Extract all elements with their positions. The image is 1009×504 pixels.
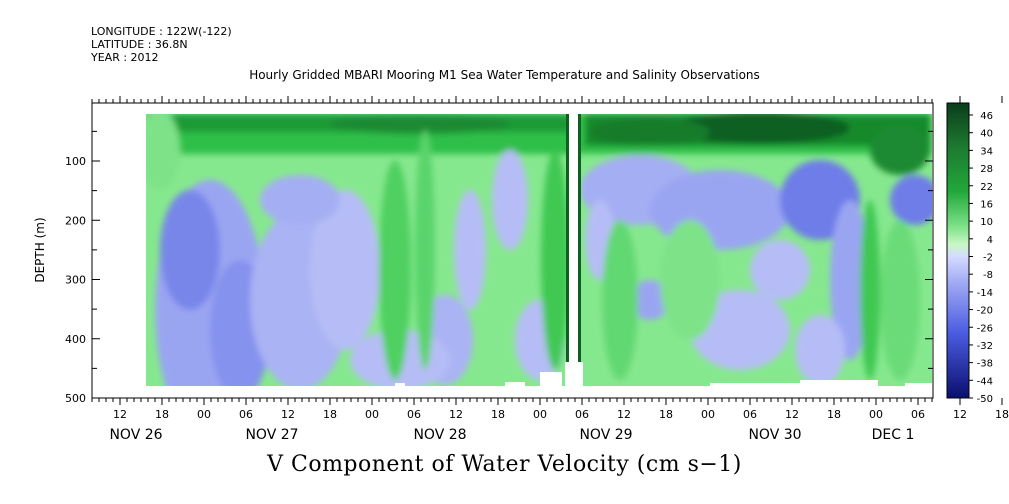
x-day-label: NOV 30	[748, 427, 801, 443]
pos-streak-h	[146, 114, 180, 190]
neg-region-q	[630, 280, 670, 320]
pos-streak-g	[660, 220, 720, 340]
neg-region-i	[492, 150, 528, 250]
neg-region-s	[750, 240, 810, 300]
neg-region-h	[454, 190, 486, 310]
y-tick-label: 200	[65, 214, 86, 227]
bottom-title: V Component of Water Velocity (cm s−1)	[267, 452, 742, 477]
neg-region-n	[830, 200, 870, 360]
y-tick-label: 400	[65, 333, 86, 346]
colorbar-tick-label: 34	[980, 146, 993, 157]
x-hour-tick-label: 06	[239, 408, 253, 421]
x-day-label: NOV 29	[579, 427, 632, 443]
surface-core-e	[590, 118, 710, 146]
neg-region-o	[890, 175, 932, 225]
bottom-gap-f	[710, 383, 800, 390]
x-hour-tick-label: 06	[575, 408, 589, 421]
colorbar-tick-label: -2	[983, 253, 993, 264]
x-hour-tick-label: 12	[281, 408, 295, 421]
heatmap-field	[146, 114, 932, 390]
bottom-gap-d	[540, 372, 562, 390]
colorbar-tick-label: 40	[980, 129, 993, 140]
y-tick-label: 300	[65, 274, 86, 287]
y-axis: 100 200 300 400 500	[65, 130, 933, 405]
x-hour-tick-label: 12	[953, 408, 967, 421]
x-hour-tick-label: 18	[659, 408, 673, 421]
surface-core-f	[330, 114, 510, 134]
data-gap	[569, 114, 578, 390]
colorbar-tick-label: -38	[977, 359, 993, 370]
colorbar-tick-label: -32	[977, 341, 993, 352]
neg-region-r	[795, 315, 845, 385]
colorbar-tick-label: -26	[977, 323, 993, 334]
y-tick-label: 500	[65, 392, 86, 405]
x-day-label: NOV 28	[413, 427, 466, 443]
colorbar-tick-label: -8	[983, 270, 993, 281]
x-hour-tick-label: 18	[323, 408, 337, 421]
colorbar-axis: 46 40 34 28 22 16 10 4 -2 -8 -14 -20 -26 -32 -38 -44 -50	[969, 111, 993, 405]
pos-streak-c	[541, 150, 569, 370]
latitude-label: LATITUDE : 36.8N	[91, 38, 188, 51]
x-hour-tick-label: 00	[869, 408, 883, 421]
year-label: YEAR : 2012	[91, 51, 159, 64]
x-day-label: NOV 27	[245, 427, 298, 443]
bottom-gap-g	[800, 380, 878, 390]
x-hour-tick-label: 18	[995, 408, 1009, 421]
colorbar-tick-label: -44	[977, 376, 993, 387]
pos-streak-b	[415, 130, 435, 370]
x-hour-tick-label: 12	[785, 408, 799, 421]
pos-streak-f	[880, 220, 920, 380]
surface-core-c	[670, 114, 850, 144]
x-hour-tick-label: 06	[743, 408, 757, 421]
pos-streak-d	[602, 220, 638, 380]
colorbar-tick-label: 46	[980, 111, 993, 122]
bottom-gap-a	[146, 386, 932, 390]
colorbar-tick-label: -14	[977, 288, 993, 299]
neg-region-f	[260, 175, 340, 225]
colorbar-tick-label: 22	[980, 182, 993, 193]
colorbar-tick-label: 16	[980, 199, 993, 210]
x-hour-tick-label: 00	[701, 408, 715, 421]
gap-edge-a	[566, 114, 569, 364]
x-hour-tick-label: 18	[827, 408, 841, 421]
colorbar-tick-label: 4	[987, 235, 993, 246]
y-axis-label: DEPTH (m)	[33, 217, 47, 282]
colorbar-tick-label: -50	[977, 394, 993, 405]
colorbar-tick-label: 10	[980, 217, 993, 228]
bottom-gap-c	[505, 382, 525, 390]
x-day-label: DEC 1	[872, 427, 915, 443]
colorbar-tick-label: 28	[980, 164, 993, 175]
colorbar-tick-label: -20	[977, 306, 993, 317]
x-hour-tick-label: 18	[491, 408, 505, 421]
x-hour-tick-label: 00	[533, 408, 547, 421]
bottom-gap-b	[395, 383, 405, 390]
bottom-gap-e	[565, 362, 583, 390]
x-hour-tick-label: 12	[113, 408, 127, 421]
chart-title: Hourly Gridded MBARI Mooring M1 Sea Wate…	[249, 68, 760, 82]
neg-region-b	[160, 190, 220, 310]
x-axis: 12 18 00 06 12 18 00 06 12 18 00 06 12 18 00 06 12 18 00 06…	[91, 96, 1009, 443]
longitude-label: LONGITUDE : 122W(-122)	[91, 25, 232, 38]
x-day-label: NOV 26	[109, 427, 162, 443]
x-hour-tick-label: 12	[617, 408, 631, 421]
neg-region-e	[310, 190, 380, 350]
bottom-gap-h	[905, 383, 932, 390]
x-hour-tick-label: 06	[407, 408, 421, 421]
pos-streak-a	[379, 160, 411, 380]
y-tick-label: 100	[65, 155, 86, 168]
x-hour-tick-label: 06	[911, 408, 925, 421]
surface-core-d	[870, 125, 930, 175]
x-hour-tick-label: 12	[449, 408, 463, 421]
gap-edge-b	[578, 114, 581, 364]
pos-streak-e	[860, 200, 880, 380]
colorbar	[946, 102, 970, 399]
x-hour-tick-label: 00	[197, 408, 211, 421]
x-hour-tick-label: 00	[365, 408, 379, 421]
x-hour-tick-label: 18	[155, 408, 169, 421]
